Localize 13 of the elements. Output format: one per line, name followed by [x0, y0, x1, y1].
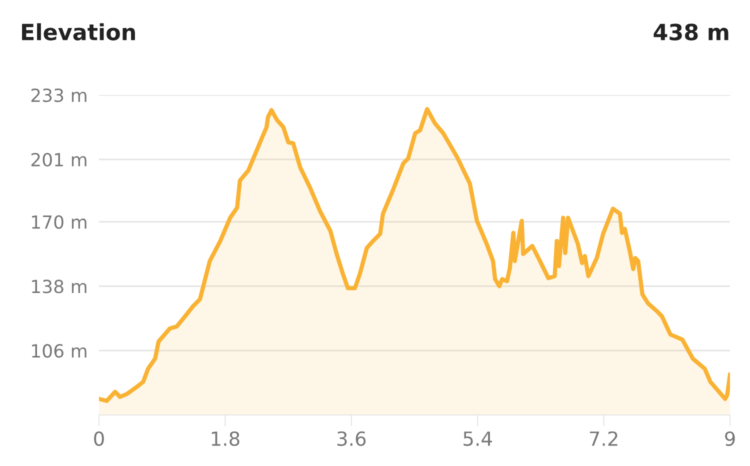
x-tick-label: 0: [94, 431, 104, 446]
y-tick-label: 106 m: [32, 344, 86, 358]
y-tick-label: 170 m: [32, 215, 86, 229]
x-tick-label: 5.4: [464, 432, 492, 446]
x-tick-label: 7.2: [590, 431, 618, 446]
x-tick-label: 9: [725, 431, 735, 446]
y-tick-label: 138 m: [32, 280, 86, 294]
text: 438 m: [654, 24, 728, 40]
y-tick-label: 233 m: [31, 88, 86, 102]
x-tick-label: 3.6: [337, 431, 366, 446]
x-tick-label: 1.8: [212, 431, 240, 446]
y-tick-label: 201 m: [31, 152, 86, 167]
chart-title: Elevation: [22, 23, 135, 40]
